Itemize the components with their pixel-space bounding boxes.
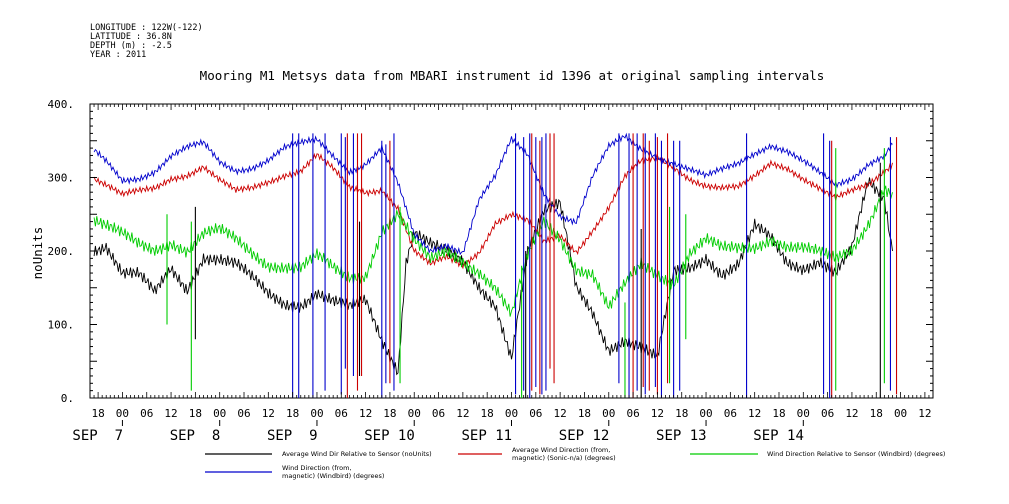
y-tick-label: 300. xyxy=(48,172,75,185)
x-day-label: SEP 10 xyxy=(364,428,415,444)
x-tick-label: 06 xyxy=(140,407,153,420)
y-tick-label: 200. xyxy=(48,245,75,258)
x-tick-label: 06 xyxy=(335,407,348,420)
x-tick-label: 12 xyxy=(164,407,177,420)
x-day-label: SEP 7 xyxy=(72,428,123,444)
series-line-3 xyxy=(93,132,893,256)
legend-label: magnetic) (Sonic-n/a) (degrees) xyxy=(512,454,616,462)
x-tick-label: 06 xyxy=(529,407,542,420)
x-tick-label: 18 xyxy=(675,407,688,420)
x-day-label: SEP 11 xyxy=(462,428,513,444)
x-day-label: SEP 14 xyxy=(753,428,804,444)
x-tick-label: 06 xyxy=(237,407,250,420)
x-tick-label: 12 xyxy=(845,407,858,420)
legend: Average Wind Dir Relative to Sensor (noU… xyxy=(205,446,945,480)
metadata-block: LONGITUDE : 122W(-122)LATITUDE : 36.8NDE… xyxy=(90,23,203,60)
x-tick-label: 06 xyxy=(626,407,639,420)
x-tick-label: 00 xyxy=(505,407,518,420)
series-line-1 xyxy=(93,152,893,270)
x-tick-label: 18 xyxy=(578,407,591,420)
legend-label: Average Wind Dir Relative to Sensor (noU… xyxy=(282,450,432,458)
x-tick-label: 06 xyxy=(821,407,834,420)
x-tick-label: 18 xyxy=(383,407,396,420)
x-tick-label: 00 xyxy=(699,407,712,420)
x-tick-label: 12 xyxy=(748,407,761,420)
x-tick-label: 18 xyxy=(189,407,202,420)
y-tick-label: 0. xyxy=(61,392,74,405)
x-tick-label: 00 xyxy=(408,407,421,420)
series-line-0 xyxy=(93,177,893,376)
plot-area xyxy=(89,103,934,399)
x-tick-label: 00 xyxy=(310,407,323,420)
x-tick-label: 06 xyxy=(724,407,737,420)
metadata-line: YEAR : 2011 xyxy=(90,50,146,60)
legend-label: Wind Direction (from, xyxy=(282,464,352,472)
legend-label: magnetic) (Windbird) (degrees) xyxy=(282,472,384,480)
legend-label: Average Wind Direction (from, xyxy=(512,446,610,454)
x-tick-label: 18 xyxy=(772,407,785,420)
x-tick-label: 12 xyxy=(554,407,567,420)
x-tick-label: 18 xyxy=(286,407,299,420)
x-tick-label: 00 xyxy=(602,407,615,420)
y-axis-label: noUnits xyxy=(30,227,45,280)
metadata-line: LATITUDE : 36.8N xyxy=(90,32,172,42)
y-tick-label: 100. xyxy=(48,319,75,332)
x-day-label: SEP 8 xyxy=(170,428,221,444)
x-tick-label: 18 xyxy=(481,407,494,420)
y-tick-label: 400. xyxy=(48,98,75,111)
x-tick-label: 06 xyxy=(432,407,445,420)
x-tick-label: 00 xyxy=(213,407,226,420)
x-tick-label: 12 xyxy=(262,407,275,420)
x-axis: 18 00 06 12 18 00 06 12 18 00 06 12 18 00 06 12 18 00 06 12… xyxy=(72,104,934,444)
x-tick-label: 00 xyxy=(894,407,907,420)
x-tick-label: 12 xyxy=(359,407,372,420)
x-tick-label: 00 xyxy=(797,407,810,420)
x-tick-label: 18 xyxy=(870,407,883,420)
x-tick-label: 12 xyxy=(456,407,469,420)
x-tick-label: 18 xyxy=(91,407,104,420)
x-tick-label: 12 xyxy=(918,407,931,420)
x-day-label: SEP 9 xyxy=(267,428,318,444)
plot-frame xyxy=(89,103,934,399)
metadata-line: LONGITUDE : 122W(-122) xyxy=(90,23,203,33)
x-day-label: SEP 13 xyxy=(656,428,707,444)
x-day-label: SEP 12 xyxy=(559,428,610,444)
legend-label: Wind Direction Relative to Sensor (Windb… xyxy=(767,450,945,458)
x-tick-label: 12 xyxy=(651,407,664,420)
x-tick-label: 00 xyxy=(116,407,129,420)
series-line-2 xyxy=(93,185,893,317)
chart-title: Mooring M1 Metsys data from MBARI instru… xyxy=(200,68,825,83)
metadata-line: DEPTH (m) : -2.5 xyxy=(90,41,172,51)
y-axis: 0. 100. 200. 300. 400. xyxy=(48,98,933,405)
